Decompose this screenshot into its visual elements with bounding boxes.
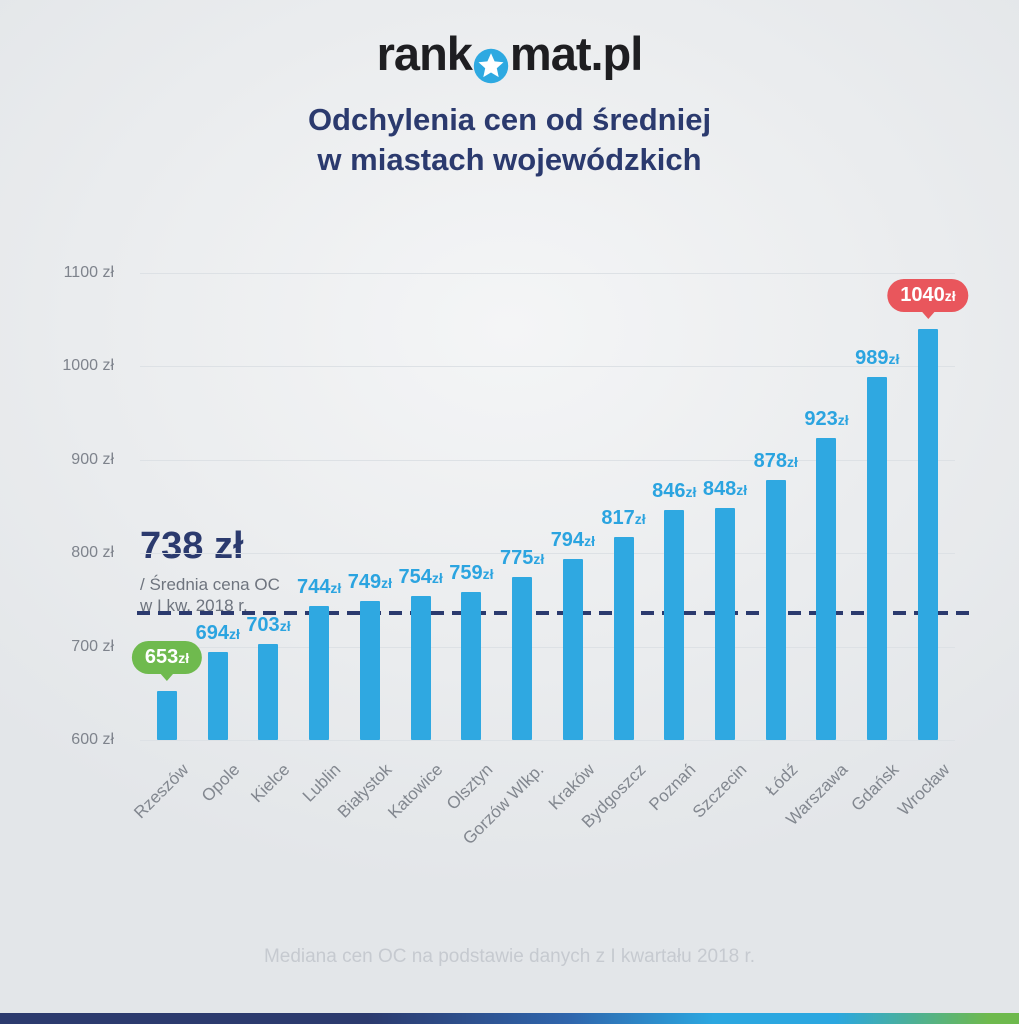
grid-line <box>140 273 955 274</box>
average-dashed-line <box>137 611 977 616</box>
bar <box>359 600 380 740</box>
y-axis: 1100 zł 1000 zł 900 zł 800 zł 700 zł 600 zł <box>0 264 120 748</box>
bar-value-label: 878zł <box>753 450 798 473</box>
plot-area: 738 zł / Średnia cena OC w I kw. 2018 r.… <box>130 273 977 848</box>
title-line-1: Odchylenia cen od średniej <box>307 102 712 137</box>
max-value-badge: 1040zł <box>887 279 969 320</box>
badge-tail <box>920 311 935 320</box>
bar <box>157 690 177 740</box>
bar <box>207 652 228 740</box>
average-caption: / Średnia cena OC w I kw. 2018 r. <box>140 575 280 615</box>
bar-value-label: 759zł <box>449 561 494 584</box>
badge-tail <box>159 672 174 681</box>
bar <box>765 480 786 740</box>
grid-line <box>140 366 955 368</box>
bar <box>309 605 330 740</box>
bar <box>715 508 736 740</box>
bar-value-label: 923zł <box>804 408 849 431</box>
bar <box>613 537 634 740</box>
bar-value-label: 694zł <box>195 622 240 645</box>
grid-line <box>140 553 955 555</box>
grid-line <box>140 646 955 648</box>
grid-line <box>140 740 955 741</box>
bar <box>512 576 533 740</box>
average-annotation: 738 zł / Średnia cena OC w I kw. 2018 r. <box>140 525 400 616</box>
bar-value-label: 703zł <box>246 613 291 636</box>
average-value: 738 zł <box>140 525 244 567</box>
logo-text-suffix: mat.pl <box>509 27 643 80</box>
grid-line <box>140 459 955 461</box>
bar-value-label: 744zł <box>297 575 342 598</box>
y-tick-label: 600 zł <box>71 731 114 748</box>
rankomat-logo: rank mat.pl <box>0 26 1019 83</box>
bar-value-label: 848zł <box>702 478 748 501</box>
bar <box>258 643 279 740</box>
bar <box>867 376 888 740</box>
title-line-2: w miastach wojewódzkich <box>317 142 702 177</box>
bar <box>664 510 685 740</box>
y-tick-label: 1000 zł <box>62 357 114 375</box>
bar <box>816 438 837 740</box>
y-tick-label: 800 zł <box>71 544 114 562</box>
bar <box>461 591 482 740</box>
min-value-badge: 653zł <box>131 640 203 681</box>
source-note: Mediana cen OC na podstawie danych z I k… <box>263 946 756 967</box>
bar-chart: 1100 zł 1000 zł 900 zł 800 zł 700 zł 600 zł 7… <box>0 264 1019 848</box>
bar-value-label: 754zł <box>398 566 443 589</box>
bar-value-label: 775zł <box>499 546 545 569</box>
bar-value-label: 989zł <box>855 346 900 369</box>
y-tick-label: 900 zł <box>71 450 114 468</box>
bottom-gradient-stripe <box>0 1013 1019 1024</box>
bar-value-label: 749zł <box>347 570 393 593</box>
bar <box>410 596 431 740</box>
bar-value-label: 794zł <box>550 528 595 551</box>
bar <box>917 329 938 740</box>
bar-value-label: 817zł <box>601 507 646 530</box>
page-title: Odchylenia cen od średniej w miastach wo… <box>0 100 1019 180</box>
star-icon <box>473 40 509 83</box>
bar <box>562 558 583 740</box>
bar-value-label: 846zł <box>652 480 697 503</box>
y-tick-label: 700 zł <box>71 637 114 655</box>
logo-text-prefix: rank <box>376 27 473 80</box>
y-tick-label: 1100 zł <box>63 264 114 281</box>
